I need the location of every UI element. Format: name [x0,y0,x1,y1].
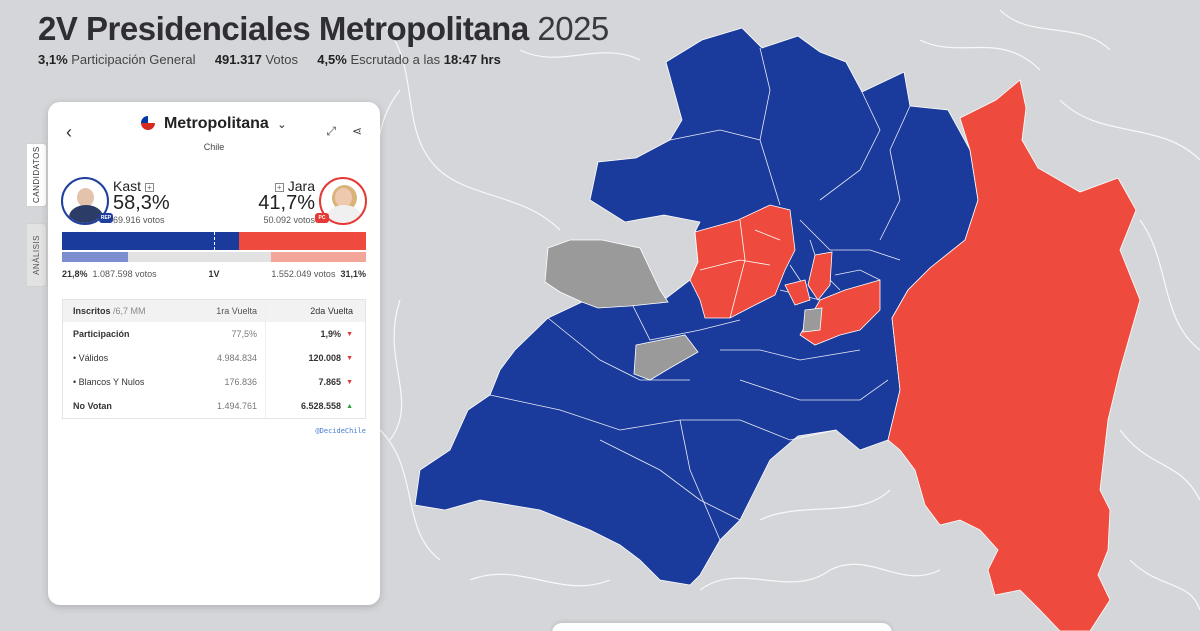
candidates-row: REP Kast + 58,3% 69.916 votos PC + Jara 41… [61,177,367,229]
panel-header: ‹ Metropolitana ⌄ Chile ⤢ ⋖ [48,102,380,162]
first-round-bar [62,252,366,262]
region-red-center [689,204,796,319]
first-left-votes: 1.087.598 votos [92,269,157,279]
region-gray-mid [633,334,699,381]
candidate-votes-kast: 69.916 votos [113,215,165,225]
bottom-drawer-tab[interactable] [552,623,892,631]
row-second-cell: 1,9% ▼ [265,322,365,346]
row-first-value: 77,5% [231,329,257,339]
expand-icon[interactable]: ⤢ [326,124,336,138]
row-second-cell: 7.865 ▼ [265,370,365,394]
country-name: Chile [203,142,225,152]
region-gray-west [544,239,669,309]
first-right-votes: 1.552.049 votos [271,269,336,279]
candidate-name-kast: Kast + [113,178,158,194]
table-row: No Votan 1.494.761 6.528.558 ▲ [63,394,365,418]
tab-candidates[interactable]: CANDIDATOS [27,143,47,207]
chile-flag-icon [141,116,156,130]
chevron-down-icon: ⌄ [277,119,287,131]
region-selector[interactable]: Metropolitana ⌄ [48,115,380,133]
midpoint-marker [214,232,215,250]
second-round-bar [62,232,366,250]
jara-name: Jara [287,178,315,194]
source-credit[interactable]: @DecideChile [315,427,366,435]
header-first-round: 1ra Vuelta [216,306,257,316]
first-round-labels: 21,8% 1.087.598 votos 1V 1.552.049 votos… [62,269,366,281]
first-round-right: 1.552.049 votos 31,1% [271,269,366,279]
first-round-left: 21,8% 1.087.598 votos [62,269,157,279]
row-second-value: 1,9% [320,329,342,339]
participation-value: 3,1% [38,52,68,67]
trend-down-icon: ▼ [346,378,353,386]
party-badge-pc: PC [315,213,329,223]
votes-value: 491.317 [214,52,262,67]
row-second-value: 6.528.558 [301,401,342,411]
candidate-name-jara: + Jara [271,178,315,194]
first-round-segment-kast [62,252,129,262]
row-second-cell: 120.008 ▼ [265,346,365,370]
header-second-round: 2da Vuelta [265,300,365,322]
table-row: • Blancos Y Nulos 176.836 7.865 ▼ [63,370,365,394]
participation-label: Participación General [71,52,196,67]
trend-down-icon: ▼ [346,354,353,362]
row-second-cell: 6.528.558 ▲ [265,394,365,418]
bar-segment-jara [239,232,366,250]
summary-stats: 3,1% Participación General 491.317 Votos… [38,52,609,67]
row-label: • Válidos [73,353,109,363]
results-panel: ‹ Metropolitana ⌄ Chile ⤢ ⋖ REP Kast + 58… [48,102,380,605]
row-label: Participación [73,329,130,339]
title-year: 2025 [537,10,609,47]
row-first-value: 1.494.761 [216,401,257,411]
tab-analysis[interactable]: ANÁLISIS [27,223,47,287]
region-name: Metropolitana [163,115,269,132]
page-header: 2V Presidenciales Metropolitana 2025 3,1… [38,10,609,67]
trend-up-icon: ▲ [346,402,353,410]
first-left-pct: 21,8% [62,269,88,279]
row-first-value: 4.984.834 [216,353,257,363]
row-second-value: 120.008 [308,353,342,363]
first-right-pct: 31,1% [340,269,366,279]
back-arrow-icon[interactable]: ‹ [66,122,72,142]
region-red-east [887,79,1141,631]
scrutiny-time: 18:47 hrs [443,52,501,67]
header-inscritos: Inscritos [73,306,111,316]
title-text: 2V Presidenciales Metropolitana [38,10,529,47]
table-row: • Válidos 4.984.834 120.008 ▼ [63,346,365,370]
party-badge-rep: REP [99,213,113,223]
plus-icon[interactable]: + [145,183,155,192]
table-row: Participación 77,5% 1,9% ▼ [63,322,365,346]
trend-down-icon: ▼ [346,330,353,338]
candidate-pct-jara: 41,7% [258,192,315,214]
results-table: Inscritos /6,7 MM 1ra Vuelta 2da Vuelta … [62,299,366,419]
table-header: Inscritos /6,7 MM 1ra Vuelta 2da Vuelta [63,300,365,322]
row-label: No Votan [73,401,112,411]
scrutiny-value: 4,5% [317,52,347,67]
page-title: 2V Presidenciales Metropolitana 2025 [38,10,609,48]
header-inscritos-sub: /6,7 MM [113,306,146,316]
candidate-pct-kast: 58,3% [113,192,170,214]
share-icon[interactable]: ⋖ [351,124,362,138]
side-tabs: CANDIDATOS ANÁLISIS [27,143,47,287]
region-gray-center [802,307,823,333]
kast-name: Kast [113,178,142,194]
plus-icon[interactable]: + [274,183,284,192]
votes-label: Votos [265,52,298,67]
bar-segment-kast [62,232,240,250]
candidate-votes-jara: 50.092 votos [263,215,315,225]
row-second-value: 7.865 [318,377,342,387]
scrutiny-label: Escrutado a las [350,52,441,67]
region-blue-main [414,27,979,586]
row-label: • Blancos Y Nulos [73,377,145,387]
row-first-value: 176.836 [224,377,257,387]
first-round-segment-jara [271,252,366,262]
first-round-label: 1V [208,269,220,279]
